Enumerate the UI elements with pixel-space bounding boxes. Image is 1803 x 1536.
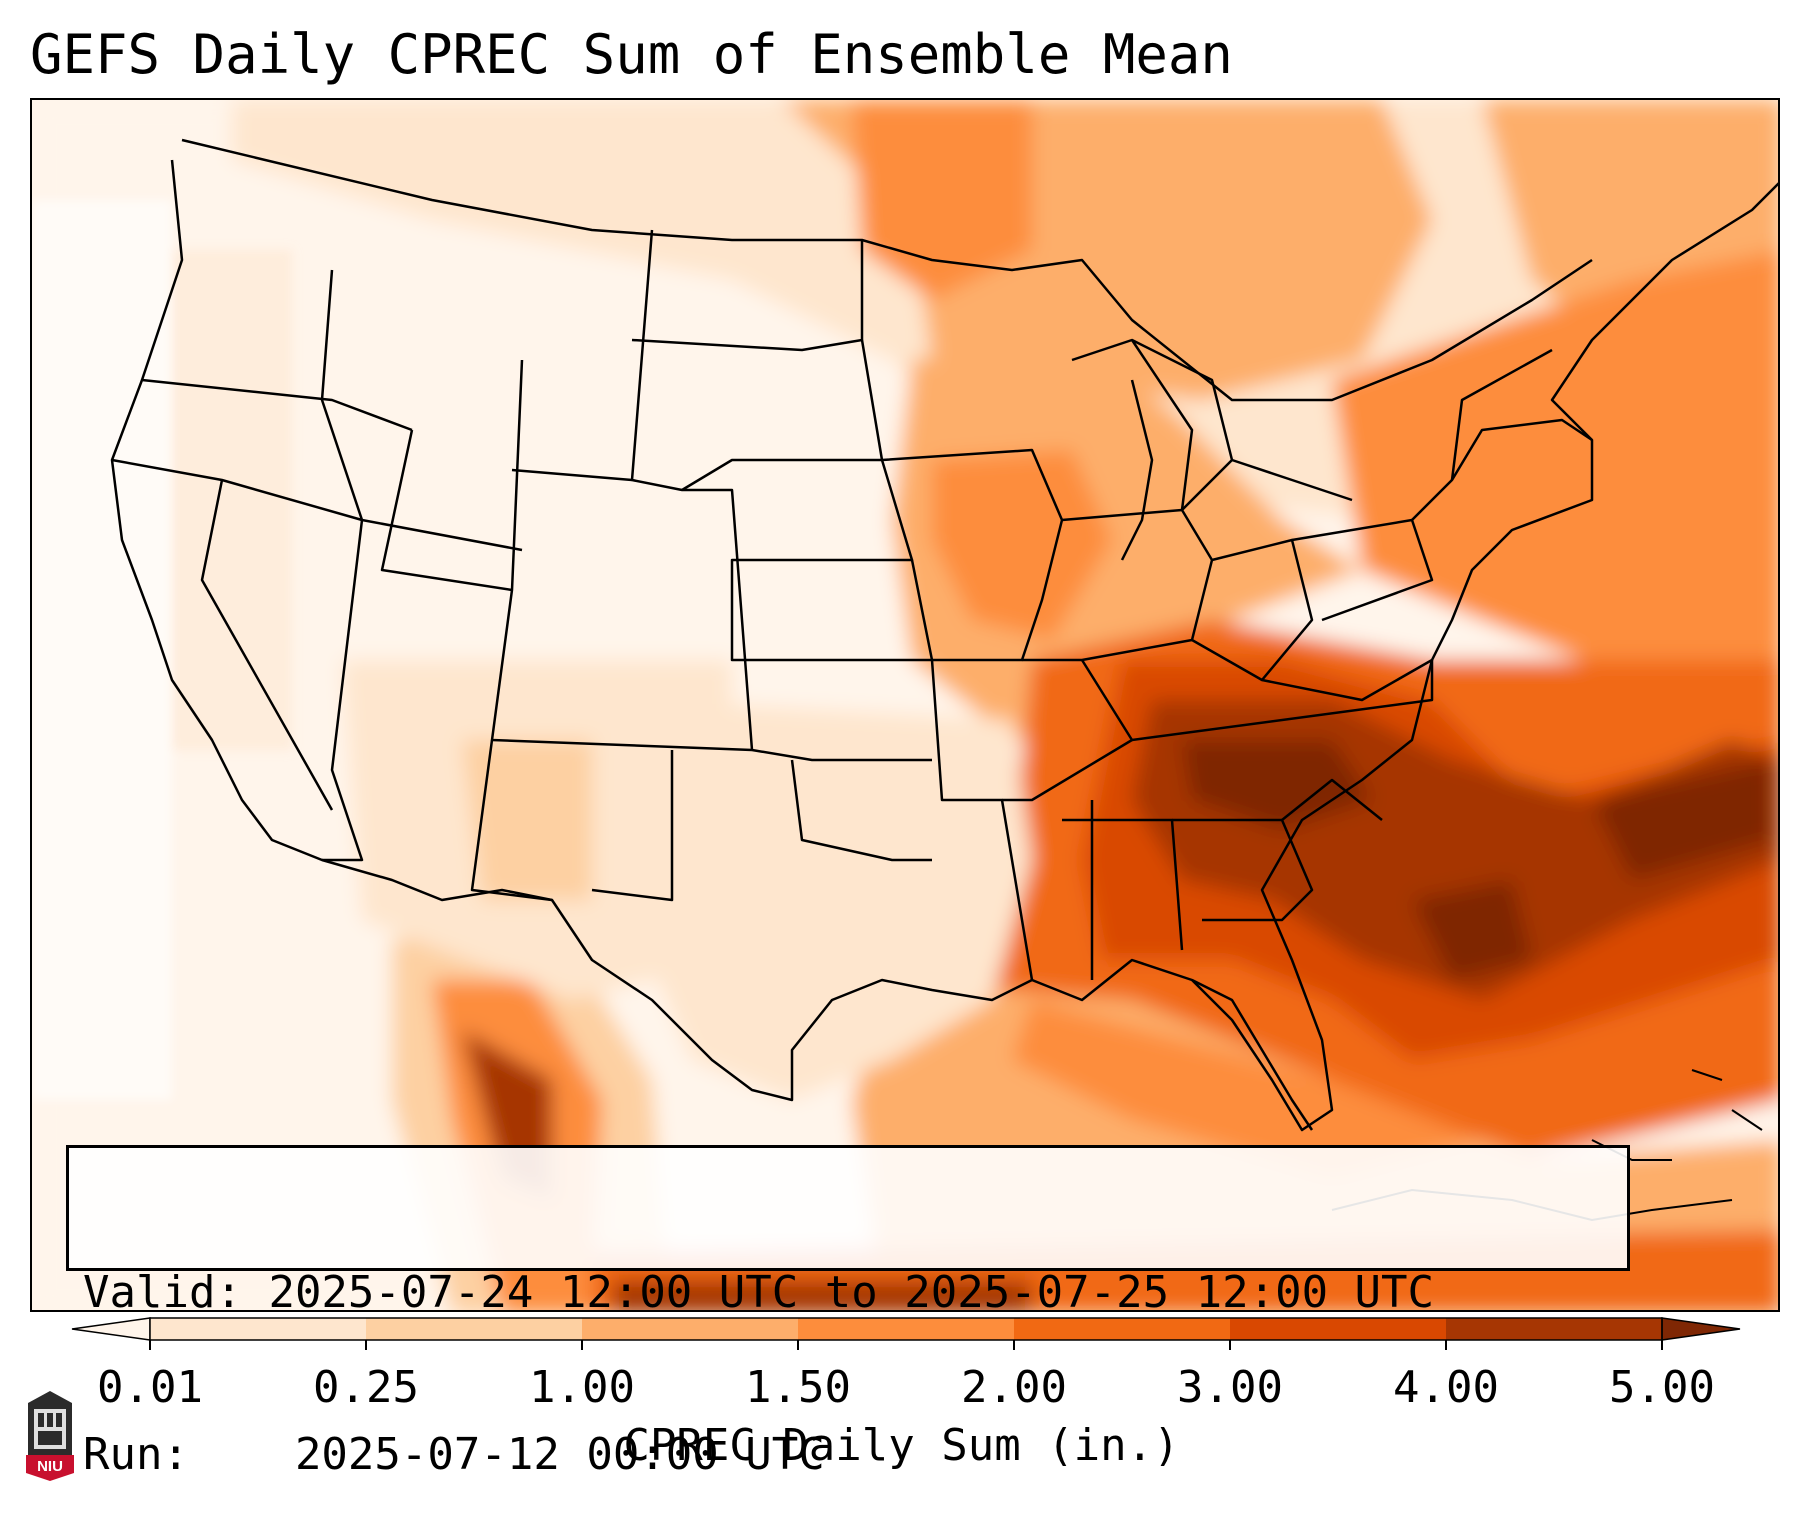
colorbar-tick-label: 1.50	[745, 1362, 851, 1413]
logo-text: NIU	[37, 1458, 63, 1475]
precipitation-map	[32, 100, 1778, 1310]
colorbar-tick-label: 4.00	[1393, 1362, 1499, 1413]
valid-time-box: Valid: 2025-07-24 12:00 UTC to 2025-07-2…	[66, 1145, 1630, 1480]
colorbar-ticks: 0.01 0.25 1.00 1.50 2.00 3.00 4.00 5.00	[0, 1362, 1803, 1422]
run-row: Run: 2025-07-12 00:00 UTC	[83, 1428, 1627, 1482]
run-label: Run:	[83, 1429, 189, 1480]
valid-value: 2025-07-24 12:00 UTC to 2025-07-25 12:00…	[268, 1267, 1435, 1318]
colorbar-tick-label: 0.25	[313, 1362, 419, 1413]
colorbar-tick-label: 1.00	[529, 1362, 635, 1413]
colorbar-label: CPREC Daily Sum (in.)	[623, 1420, 1180, 1471]
map-panel	[30, 98, 1780, 1312]
run-value: 2025-07-12 00:00 UTC	[294, 1429, 825, 1480]
colorbar-tick-label: 0.01	[97, 1362, 203, 1413]
page-title: GEFS Daily CPREC Sum of Ensemble Mean	[30, 23, 1233, 86]
logo-shield	[26, 1455, 74, 1481]
precip-shading	[32, 100, 1778, 1310]
colorbar-tick-label: 2.00	[961, 1362, 1067, 1413]
niu-logo: NIU	[26, 1391, 74, 1481]
colorbar-over-triangle	[1661, 1317, 1741, 1341]
valid-row: Valid: 2025-07-24 12:00 UTC to 2025-07-2…	[83, 1266, 1627, 1320]
valid-label: Valid:	[83, 1267, 242, 1318]
colorbar-tick-label: 5.00	[1609, 1362, 1715, 1413]
state-borders	[110, 138, 1778, 1221]
pixel-texture	[32, 200, 292, 1100]
colorbar-tick-label: 3.00	[1177, 1362, 1283, 1413]
